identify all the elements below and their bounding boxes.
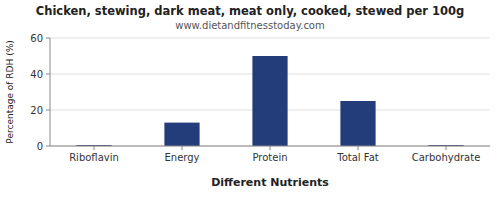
chart-svg: Chicken, stewing, dark meat, meat only, … — [0, 0, 500, 200]
subtitle: www.dietandfitnesstoday.com — [175, 20, 324, 31]
tick-label: 40 — [30, 69, 43, 80]
tick-label: Total Fat — [336, 152, 378, 163]
y-axis-label: Percentage of RDH (%) — [5, 40, 15, 143]
bar — [164, 123, 199, 146]
tick-mark — [46, 74, 50, 75]
grid-line — [50, 38, 490, 39]
x-axis: Riboflavin Energy Protein Total Fat Carbohyd… — [69, 146, 480, 163]
title: Chicken, stewing, dark meat, meat only, … — [36, 4, 464, 18]
bar — [340, 101, 375, 146]
tick-mark — [94, 146, 95, 150]
tick-label: Carbohydrate — [412, 152, 481, 163]
y-axis: 0 20 40 60 — [30, 33, 490, 152]
tick-label: 60 — [30, 33, 43, 44]
tick-mark — [46, 110, 50, 111]
tick-label: 20 — [30, 105, 43, 116]
tick-mark — [46, 146, 50, 147]
chart-container: Chicken, stewing, dark meat, meat only, … — [0, 0, 500, 200]
tick-label: Riboflavin — [69, 152, 119, 163]
tick-mark — [46, 38, 50, 39]
tick-mark — [446, 146, 447, 150]
bars — [76, 56, 463, 146]
tick-label: Protein — [252, 152, 287, 163]
tick-label: Energy — [164, 152, 199, 163]
tick-mark — [358, 146, 359, 150]
tick-mark — [270, 146, 271, 150]
tick-mark — [182, 146, 183, 150]
tick-label: 0 — [37, 141, 43, 152]
page: {"chart_data": {"type": "bar", "title": … — [0, 0, 500, 200]
bar — [252, 56, 287, 146]
y-axis-line — [50, 38, 51, 146]
x-axis-label: Different Nutrients — [211, 176, 329, 189]
